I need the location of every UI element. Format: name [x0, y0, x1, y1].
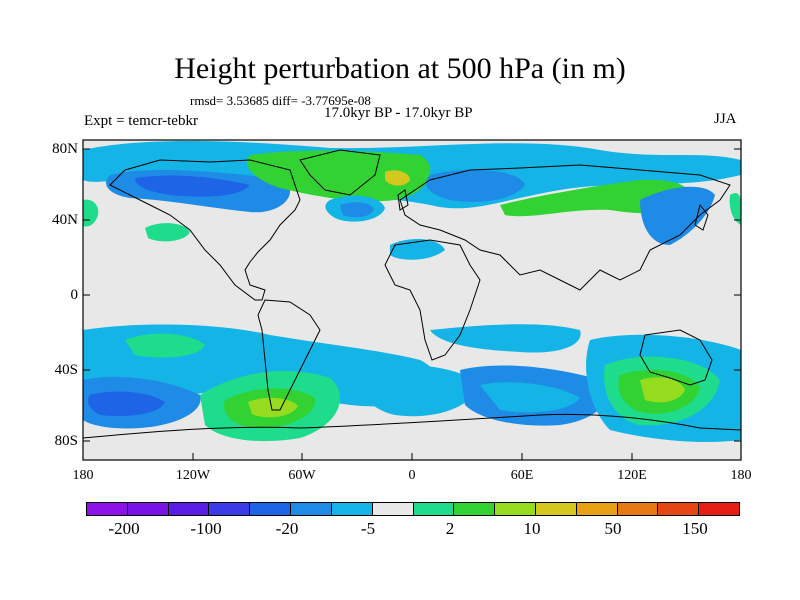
- australia-outline: [639, 329, 713, 386]
- eurasia-outline: [399, 164, 731, 291]
- lon-label-180-west: 180: [72, 468, 94, 483]
- coastline-layer: [83, 149, 741, 439]
- colorbar-swatch: [535, 503, 577, 515]
- colorbar-swatch: [250, 503, 292, 515]
- lat-label-40n: 40N: [52, 212, 78, 228]
- lon-label-180-east: 180: [730, 468, 752, 483]
- axis-ticks: [82, 148, 742, 460]
- colorbar-swatch: [617, 503, 659, 515]
- contour-sh-dark-blue-core: [88, 391, 165, 417]
- colorbar-label: -100: [190, 519, 222, 538]
- colorbar-swatch: [209, 503, 251, 515]
- colorbar-swatch: [331, 503, 373, 515]
- south-america-outline: [257, 299, 321, 411]
- north-america-outline: [109, 159, 301, 301]
- colorbar-label: 2: [445, 519, 455, 538]
- contour-nh-gold-center: [385, 170, 410, 186]
- lon-label-120w: 120W: [175, 468, 211, 483]
- contour-nh-dark-blue-west: [135, 175, 250, 197]
- british-isles-outline: [397, 189, 409, 211]
- colorbar-label: -200: [108, 519, 140, 538]
- colorbar-swatch: [291, 503, 332, 515]
- colorbar-label: 150: [682, 519, 708, 538]
- experiment-label: Expt = temcr-tebkr: [84, 113, 198, 129]
- lat-label-80n: 80N: [52, 141, 78, 157]
- colorbar-label: -5: [360, 519, 376, 538]
- contour-sh-yellow-green-core: [248, 397, 298, 418]
- colorbar-swatch: [372, 503, 414, 515]
- lat-label-40s: 40S: [54, 362, 78, 378]
- contour-sh-teal-indian-band: [430, 324, 581, 353]
- colorbar: [86, 502, 740, 516]
- lon-label-0: 0: [408, 468, 416, 483]
- colorbar-swatch: [454, 503, 496, 515]
- lat-label-80s: 80S: [54, 433, 78, 449]
- antarctica-outline: [83, 413, 741, 439]
- contour-nh-teal-pacific-west: [145, 223, 190, 242]
- lon-label-60e: 60E: [510, 468, 534, 483]
- colorbar-swatch: [495, 503, 536, 515]
- colorbar-swatch: [576, 503, 618, 515]
- contour-nh-blue-pacific: [640, 186, 715, 245]
- colorbar-label: 50: [604, 519, 622, 538]
- contour-nh-teal-far-east: [729, 193, 741, 225]
- africa-outline: [384, 239, 481, 361]
- season-label: JJA: [714, 111, 737, 127]
- rmsd-subtitle: rmsd= 3.53685 diff= -3.77695e-08: [190, 93, 371, 108]
- contour-sh-light-blue-indian: [480, 382, 580, 413]
- colorbar-swatch: [413, 503, 455, 515]
- greenland-outline: [299, 149, 381, 196]
- colorbar-swatch: [168, 503, 210, 515]
- colorbar-swatch: [87, 503, 128, 515]
- japan-outline: [694, 203, 709, 231]
- contour-nh-blue-europe: [426, 169, 525, 202]
- period-label: 17.0kyr BP - 17.0kyr BP: [324, 105, 473, 121]
- colorbar-swatch: [658, 503, 700, 515]
- colorbar-swatch: [127, 503, 169, 515]
- lon-label-60w: 60W: [288, 468, 316, 483]
- contour-sh-light-blue-africa: [359, 365, 480, 417]
- lon-label-120e: 120E: [617, 468, 647, 483]
- contour-sh-teal-south-pacific: [125, 333, 205, 358]
- chart-title: Height perturbation at 500 hPa (in m): [174, 52, 626, 85]
- contour-nh-green-arctic: [246, 150, 431, 202]
- colorbar-label: 10: [523, 519, 541, 538]
- contour-sh-yellow-australia: [640, 377, 685, 403]
- lat-label-equator: 0: [70, 287, 79, 303]
- colorbar-swatch: [699, 503, 739, 515]
- colorbar-label: -20: [275, 519, 299, 538]
- contour-nh-blue-atlantic-core: [340, 202, 374, 218]
- contour-fill-layer: [83, 141, 741, 442]
